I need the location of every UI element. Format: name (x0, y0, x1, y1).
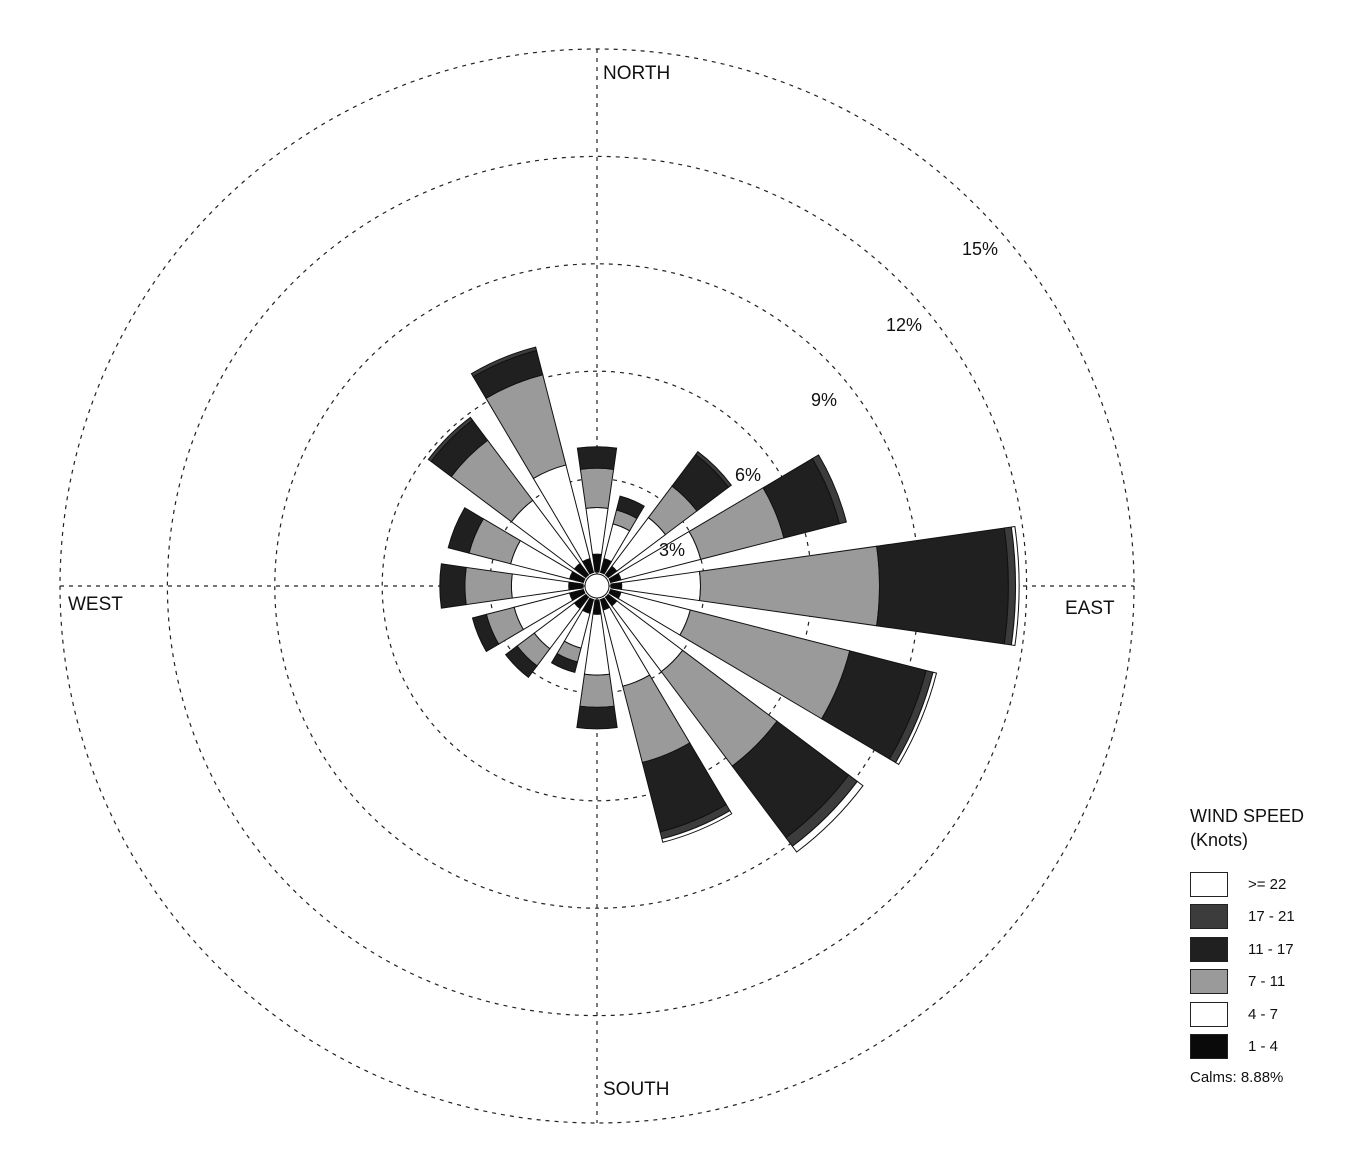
legend-swatch (1190, 871, 1228, 897)
legend-item: 4 - 7 (1190, 998, 1360, 1031)
compass-label-north: NORTH (603, 63, 670, 84)
wind-bar-w-bin-3 (439, 563, 467, 609)
legend-item: 17 - 21 (1190, 901, 1360, 934)
ring-label-3: 3% (659, 540, 685, 560)
legend-swatch (1190, 1001, 1228, 1027)
wind-bar-n-bin-0 (591, 553, 603, 573)
wind-bar-e-bin-2 (698, 545, 880, 627)
legend-item: >= 22 (1190, 868, 1360, 901)
legend-calms: Calms: 8.88% (1190, 1069, 1284, 1086)
wind-bar-nw-bin-4 (427, 416, 474, 463)
legend-label: 4 - 7 (1248, 1005, 1279, 1023)
rose-center (584, 573, 610, 599)
wind-bar-ene-bin-4 (811, 454, 847, 525)
wind-bar-n-bin-3 (576, 446, 618, 470)
wind-bar-ssw-bin-3 (550, 652, 579, 673)
legend-label: 7 - 11 (1248, 973, 1286, 991)
wind-bar-ese-bin-5 (894, 671, 938, 766)
legend-item: 1 - 4 (1190, 1031, 1360, 1064)
legend-swatch (1190, 1034, 1228, 1060)
legend-item: 7 - 11 (1190, 966, 1360, 999)
wind-bar-nnw-bin-4 (470, 346, 538, 378)
wind-bar-s-bin-3 (576, 705, 618, 730)
compass-label-west: WEST (68, 594, 123, 615)
legend-label: 17 - 21 (1248, 908, 1295, 926)
ring-label-6: 6% (735, 465, 761, 485)
wind-bar-n-bin-1 (585, 507, 609, 555)
compass-label-east: EAST (1065, 598, 1115, 619)
labels: NORTH EAST SOUTH WEST 3% 6% 9% 12% 15% (68, 63, 1115, 1100)
wind-bar-s-bin-0 (592, 599, 602, 615)
wind-bar-se-bin-5 (791, 780, 864, 853)
ring-label-15: 15% (962, 239, 998, 259)
legend-title: WIND SPEED (1190, 806, 1305, 826)
wind-bar-w-bin-1 (510, 573, 570, 599)
wind-bar-s-bin-2 (579, 673, 615, 708)
wind-bar-n-bin-2 (579, 467, 615, 509)
legend-label: >= 22 (1248, 875, 1287, 893)
wind-bar-wnw-bin-3 (447, 507, 484, 554)
compass-label-south: SOUTH (603, 1079, 670, 1100)
legend: WIND SPEED (Knots) >= 22 17 - 21 11 - 17 7 … (1190, 804, 1360, 1086)
ring-label-9: 9% (811, 390, 837, 410)
wind-bar-e-bin-0 (610, 581, 623, 591)
wind-bar-w-bin-0 (568, 581, 584, 591)
wind-bar-ne-bin-4 (694, 450, 733, 489)
legend-items: >= 22 17 - 21 11 - 17 7 - 11 4 - 7 1 - 4 (1190, 868, 1360, 1063)
legend-label: 1 - 4 (1248, 1038, 1279, 1056)
wind-bar-e-bin-5 (1010, 525, 1020, 647)
legend-item: 11 - 17 (1190, 933, 1360, 966)
wind-bar-e-bin-3 (876, 527, 1009, 645)
wind-bar-sse-bin-5 (661, 809, 733, 843)
wind-bars (427, 346, 1020, 853)
wind-bar-w-bin-2 (464, 566, 513, 606)
legend-swatch (1190, 904, 1228, 930)
legend-label: 11 - 17 (1248, 940, 1294, 958)
wind-bar-wsw-bin-3 (471, 613, 500, 653)
legend-swatch (1190, 936, 1228, 962)
wind-bar-nne-bin-3 (615, 495, 645, 520)
ring-label-12: 12% (886, 315, 922, 335)
legend-units: (Knots) (1190, 830, 1249, 850)
legend-swatch (1190, 969, 1228, 995)
wind-bar-s-bin-1 (583, 613, 611, 676)
wind-bar-sw-bin-3 (504, 645, 538, 679)
